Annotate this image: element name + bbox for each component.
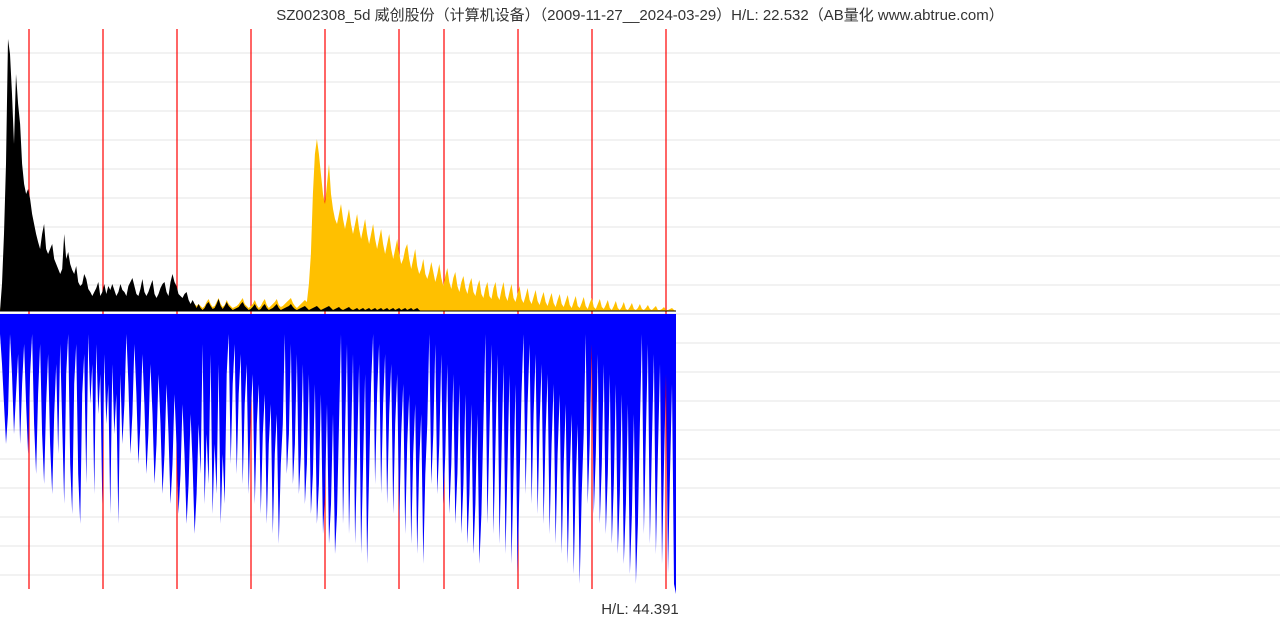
chart-svg — [0, 24, 1280, 594]
chart-area — [0, 24, 1280, 594]
chart-title: SZ002308_5d 威创股份（计算机设备）（2009-11-27__2024… — [0, 4, 1280, 25]
chart-footer: H/L: 44.391 — [0, 601, 1280, 618]
